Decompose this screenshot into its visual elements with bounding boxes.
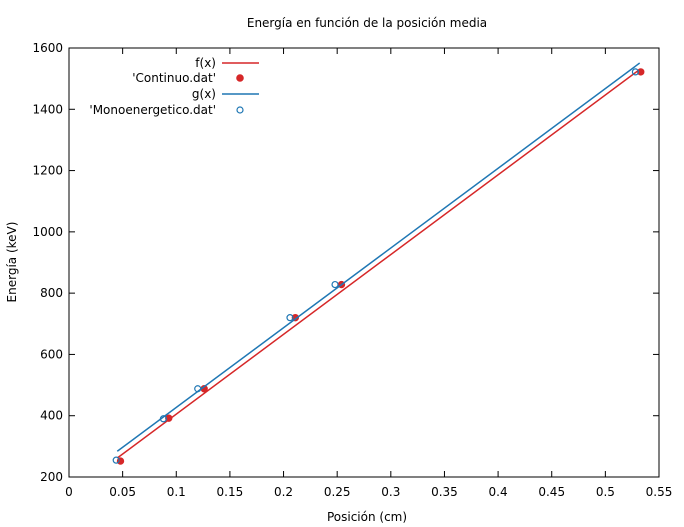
fit-line [116,68,641,459]
x-axis-title: Posición (cm) [327,510,407,524]
x-tick-label: 0.3 [381,485,400,499]
data-point [159,415,167,423]
legend-label: 'Monoenergetico.dat' [89,103,216,117]
data-point [194,385,202,393]
data-point [637,68,645,76]
x-tick-label: 0.35 [431,485,458,499]
y-tick-label: 1400 [32,102,63,116]
x-tick-label: 0.1 [167,485,186,499]
data-point [286,314,294,322]
fit-line [116,62,641,452]
y-tick-label: 200 [40,470,63,484]
x-tick-label: 0.25 [324,485,351,499]
y-axis-title: Energía (keV) [5,222,19,303]
data-point [331,280,339,289]
legend-point-swatch [236,106,244,114]
y-axis: 200 400 600 800 1000 1200 1400 1600 [32,41,659,484]
x-axis: 0 0.05 0.1 0.15 0.2 0.25 0.3 0.35 0.4 0.45 0.5 0.55 [65,48,672,499]
x-tick-label: 0.2 [274,485,293,499]
x-tick-label: 0.15 [217,485,244,499]
data-point [165,414,173,422]
series-0 [116,68,641,459]
x-tick-label: 0 [65,485,73,499]
legend-label: 'Continuo.dat' [132,71,216,85]
data-point [112,456,120,464]
data-point [631,68,640,76]
x-tick-label: 0.4 [489,485,508,499]
legend-label: f(x) [195,56,216,70]
series-layer [112,62,645,465]
y-tick-label: 1600 [32,41,63,55]
y-tick-label: 800 [40,286,63,300]
x-tick-label: 0.55 [646,485,673,499]
series-3 [112,68,640,464]
series-2 [116,62,641,452]
x-tick-label: 0.45 [538,485,565,499]
y-tick-label: 1200 [32,164,63,178]
chart-title: Energía en función de la posición media [247,16,487,30]
legend-label: g(x) [192,87,216,101]
legend: f(x)'Continuo.dat' g(x) 'Monoenergetico.da… [89,56,259,117]
x-tick-label: 0.5 [596,485,615,499]
y-tick-label: 600 [40,347,63,361]
x-tick-label: 0.05 [109,485,136,499]
y-tick-label: 400 [40,409,63,423]
legend-point-swatch [236,74,244,82]
series-1 [116,68,645,465]
y-tick-label: 1000 [32,225,63,239]
plot-frame [68,47,660,478]
